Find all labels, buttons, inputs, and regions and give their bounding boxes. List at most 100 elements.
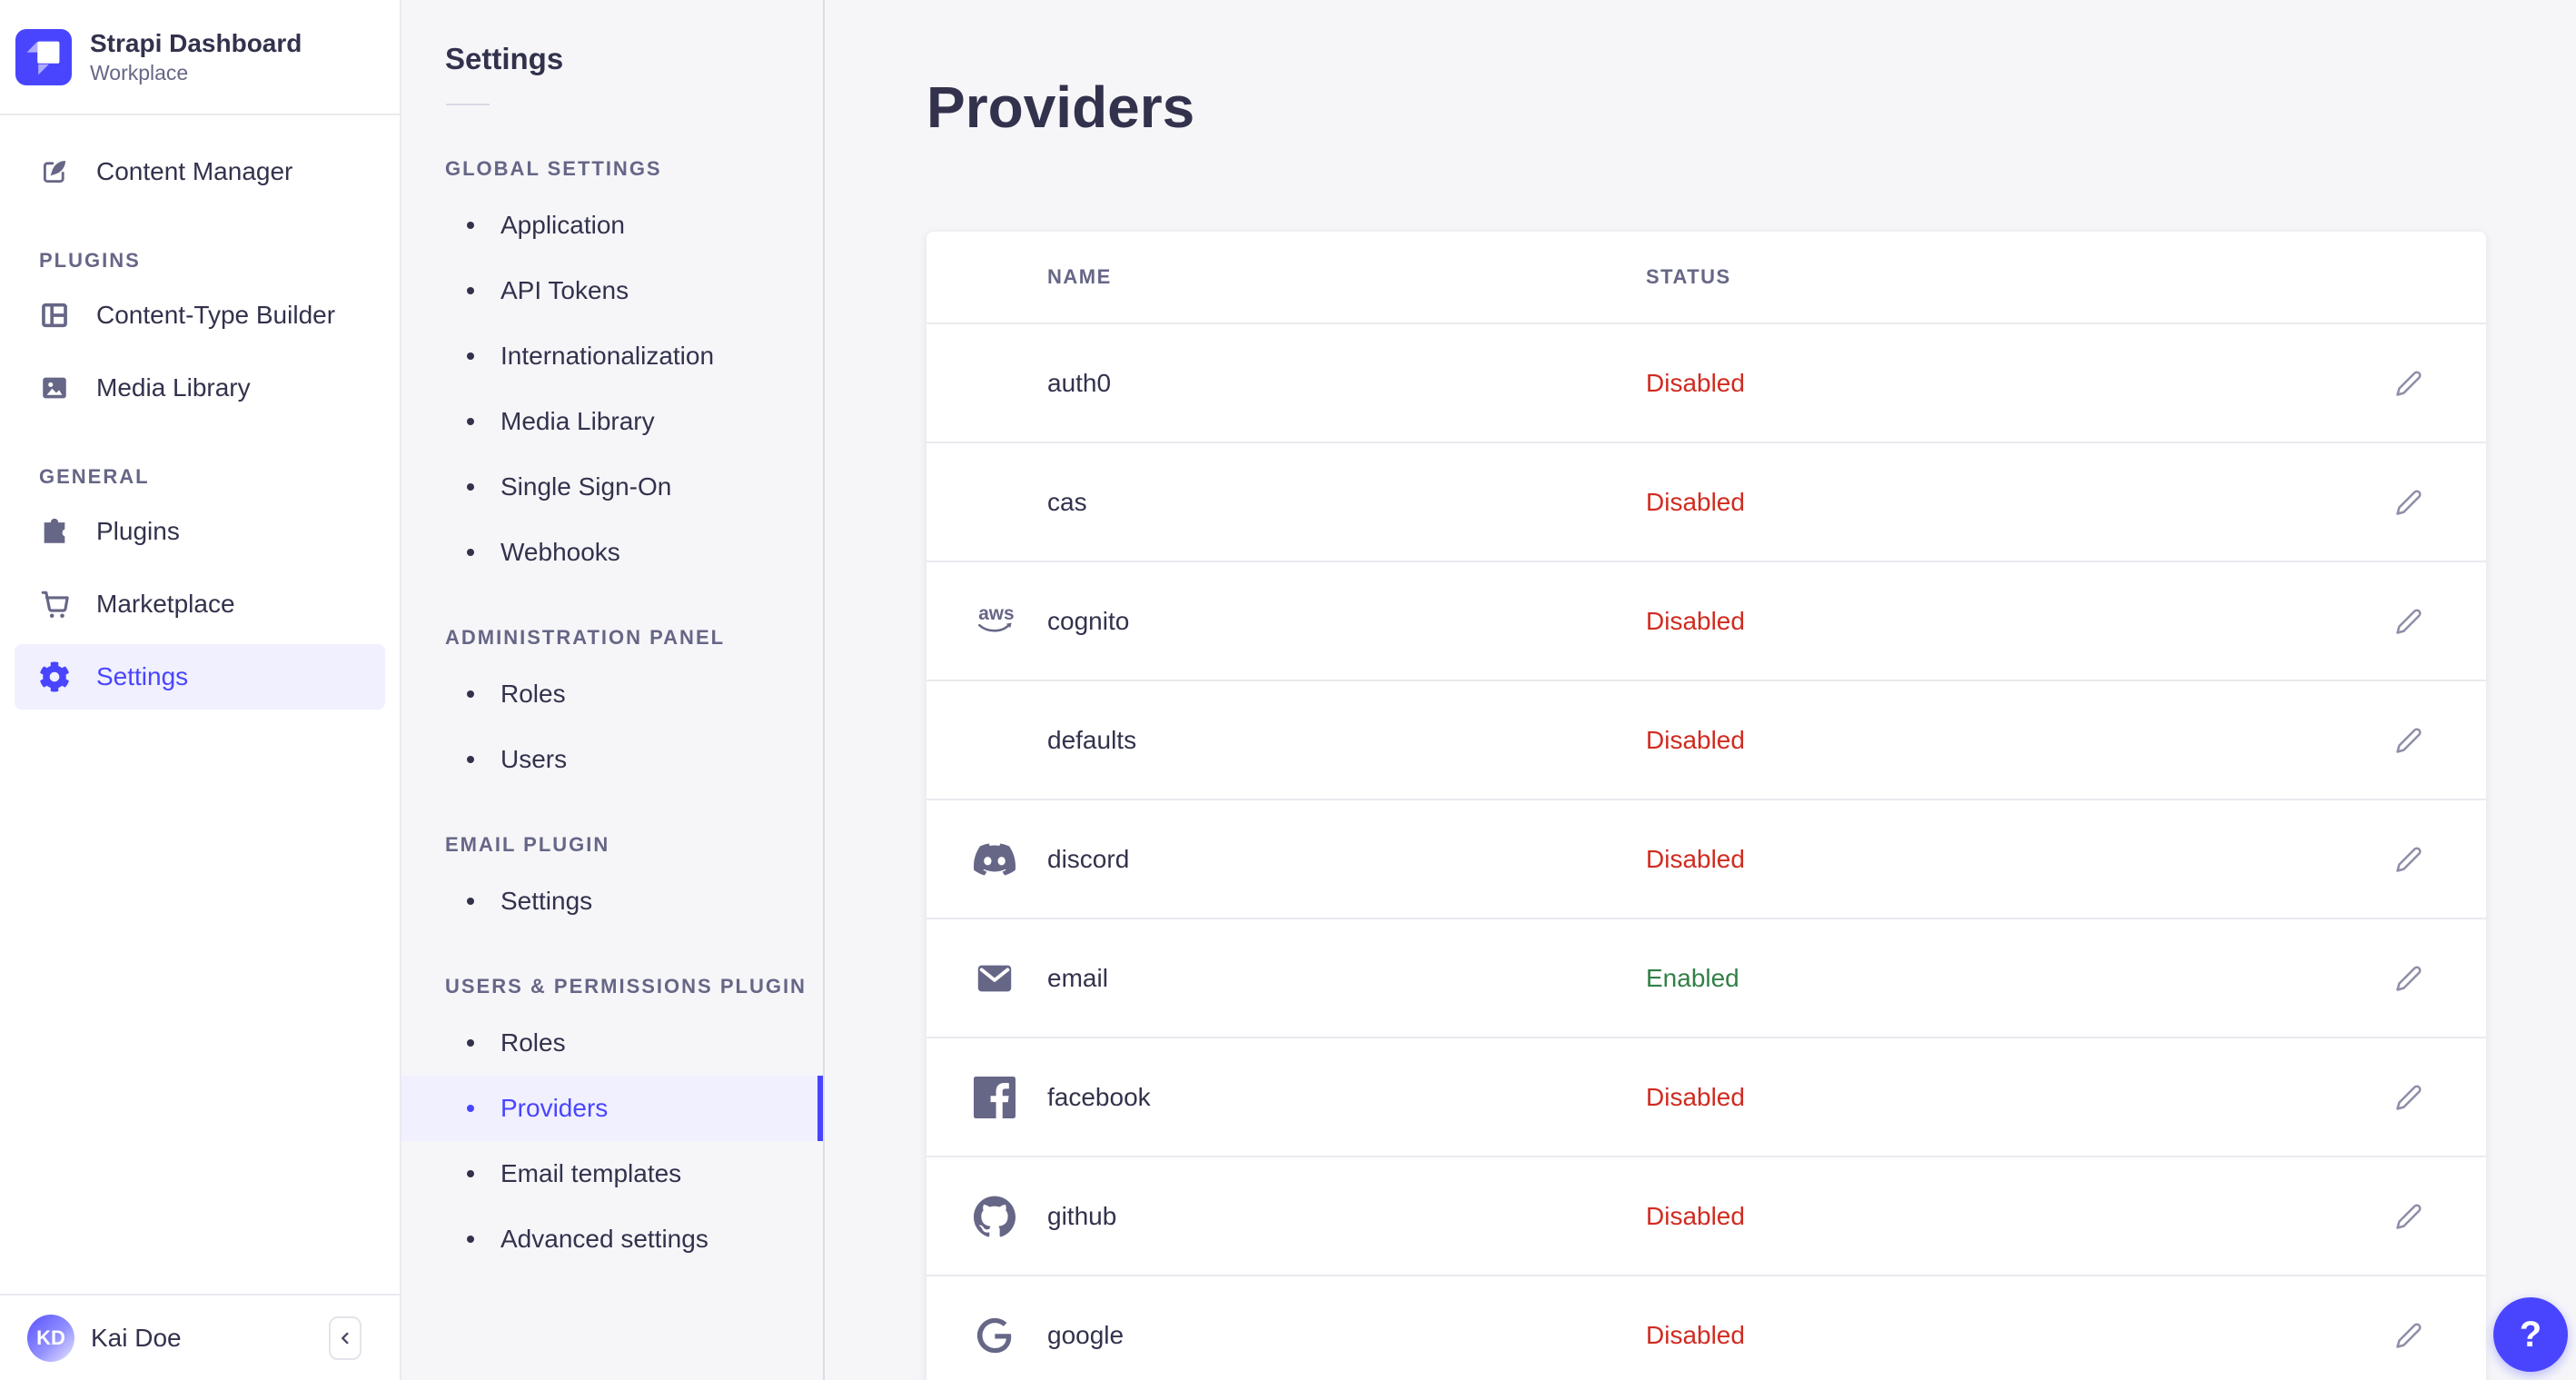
bullet-icon bbox=[467, 898, 474, 905]
provider-status: Disabled bbox=[1646, 725, 1745, 754]
subnav-item-advanced-settings[interactable]: Advanced settings bbox=[401, 1206, 823, 1272]
subnav-item-label: Roles bbox=[500, 1028, 566, 1057]
edit-provider-button[interactable] bbox=[2389, 720, 2429, 760]
provider-status: Disabled bbox=[1646, 1320, 1745, 1349]
provider-name: google bbox=[1047, 1320, 1125, 1349]
settings-subnav: Settings GLOBAL SETTINGS Application API T… bbox=[401, 0, 825, 1380]
provider-name: email bbox=[1047, 963, 1108, 992]
bullet-icon bbox=[467, 690, 474, 698]
subnav-item-label: Advanced settings bbox=[500, 1225, 708, 1253]
subnav-title: Settings bbox=[445, 42, 564, 75]
facebook-icon bbox=[974, 1076, 1016, 1118]
sidebar-item-media-library[interactable]: Media Library bbox=[15, 355, 385, 421]
subnav-item-single-sign-on[interactable]: Single Sign-On bbox=[401, 454, 823, 520]
chevron-left-icon bbox=[335, 1328, 355, 1348]
table-row: discord Disabled bbox=[926, 799, 2486, 918]
bullet-icon bbox=[467, 483, 474, 491]
user-name: Kai Doe bbox=[91, 1323, 182, 1352]
subnav-item-api-tokens[interactable]: API Tokens bbox=[401, 258, 823, 323]
sidebar-item-content-manager[interactable]: Content Manager bbox=[15, 139, 385, 204]
subnav-item-internationalization[interactable]: Internationalization bbox=[401, 323, 823, 389]
provider-status: Disabled bbox=[1646, 1201, 1745, 1230]
subnav-item-label: API Tokens bbox=[500, 276, 629, 304]
avatar[interactable]: KD bbox=[27, 1314, 74, 1362]
pencil-icon bbox=[2395, 846, 2422, 873]
bullet-icon bbox=[467, 549, 474, 556]
subnav-item-label: Media Library bbox=[500, 407, 655, 435]
edit-provider-button[interactable] bbox=[2389, 958, 2429, 998]
main-content: Providers NAME STATUS auth0 Disabled cas Di… bbox=[825, 0, 2576, 1380]
github-icon bbox=[974, 1196, 1016, 1237]
table-row: aws cognito Disabled bbox=[926, 561, 2486, 680]
sidebar-section-label: PLUGINS bbox=[39, 249, 141, 272]
subnav-item-settings[interactable]: Settings bbox=[401, 869, 823, 934]
subnav-item-label: Internationalization bbox=[500, 342, 715, 370]
providers-table: NAME STATUS auth0 Disabled cas Disabled aws c… bbox=[926, 232, 2486, 1380]
sidebar-item-label: Marketplace bbox=[96, 590, 235, 618]
help-button[interactable]: ? bbox=[2493, 1297, 2568, 1372]
provider-status: Disabled bbox=[1646, 844, 1745, 873]
edit-provider-button[interactable] bbox=[2389, 482, 2429, 522]
subnav-section-label: GLOBAL SETTINGS bbox=[445, 157, 662, 180]
subnav-section-administration-panel: ADMINISTRATION PANEL Roles Users bbox=[401, 625, 823, 792]
table-row: defaults Disabled bbox=[926, 680, 2486, 799]
provider-name: cognito bbox=[1047, 606, 1130, 635]
edit-provider-button[interactable] bbox=[2389, 839, 2429, 879]
subnav-item-roles[interactable]: Roles bbox=[401, 1010, 823, 1076]
sidebar-item-label: Settings bbox=[96, 662, 189, 690]
workspace-name: Workplace bbox=[90, 60, 189, 84]
subnav-item-label: Settings bbox=[500, 887, 593, 915]
subnav-section-email-plugin: EMAIL PLUGIN Settings bbox=[401, 832, 823, 934]
google-icon bbox=[974, 1315, 1016, 1356]
table-header-row: NAME STATUS bbox=[926, 232, 2486, 323]
pencil-icon bbox=[2395, 1322, 2422, 1349]
provider-name: cas bbox=[1047, 487, 1087, 516]
sidebar-item-label: Plugins bbox=[96, 517, 180, 545]
subnav-item-label: Providers bbox=[500, 1094, 609, 1122]
table-row: facebook Disabled bbox=[926, 1037, 2486, 1156]
bullet-icon bbox=[467, 1039, 474, 1047]
sidebar-item-settings[interactable]: Settings bbox=[15, 644, 385, 710]
strapi-logo-icon bbox=[15, 28, 72, 85]
sidebar-section-label: GENERAL bbox=[39, 465, 150, 488]
edit-provider-button[interactable] bbox=[2389, 1077, 2429, 1117]
edit-provider-button[interactable] bbox=[2389, 601, 2429, 641]
subnav-item-label: Users bbox=[500, 745, 568, 773]
bullet-icon bbox=[467, 1170, 474, 1177]
subnav-section-users-permissions-plugin: USERS & PERMISSIONS PLUGIN Roles Providers… bbox=[401, 974, 823, 1272]
table-row: google Disabled bbox=[926, 1275, 2486, 1380]
collapse-sidebar-button[interactable] bbox=[329, 1315, 362, 1360]
workspace-brand[interactable]: Strapi Dashboard Workplace bbox=[0, 0, 400, 115]
sidebar-item-plugins[interactable]: Plugins bbox=[15, 499, 385, 564]
envelope-icon bbox=[974, 958, 1016, 999]
edit-provider-button[interactable] bbox=[2389, 1315, 2429, 1355]
edit-provider-button[interactable] bbox=[2389, 363, 2429, 403]
sidebar-item-label: Content-Type Builder bbox=[96, 301, 336, 329]
pencil-icon bbox=[2395, 489, 2422, 516]
sidebar-item-marketplace[interactable]: Marketplace bbox=[15, 571, 385, 637]
subnav-item-users[interactable]: Users bbox=[401, 727, 823, 792]
gear-icon bbox=[38, 660, 71, 693]
subnav-sections: GLOBAL SETTINGS Application API Tokens Inte… bbox=[401, 156, 823, 1272]
subnav-item-providers[interactable]: Providers bbox=[401, 1076, 823, 1141]
discord-icon bbox=[974, 839, 1016, 880]
subnav-section-label: USERS & PERMISSIONS PLUGIN bbox=[445, 975, 807, 998]
subnav-item-application[interactable]: Application bbox=[401, 193, 823, 258]
subnav-item-media-library[interactable]: Media Library bbox=[401, 389, 823, 454]
provider-status: Disabled bbox=[1646, 487, 1745, 516]
bullet-icon bbox=[467, 1105, 474, 1112]
subnav-item-email-templates[interactable]: Email templates bbox=[401, 1141, 823, 1206]
provider-status: Disabled bbox=[1646, 1082, 1745, 1111]
bullet-icon bbox=[467, 287, 474, 294]
sidebar-item-label: Content Manager bbox=[96, 157, 293, 185]
subnav-item-roles[interactable]: Roles bbox=[401, 661, 823, 727]
subnav-item-webhooks[interactable]: Webhooks bbox=[401, 520, 823, 585]
edit-provider-button[interactable] bbox=[2389, 1196, 2429, 1236]
subnav-item-label: Webhooks bbox=[500, 538, 620, 566]
provider-status: Disabled bbox=[1646, 606, 1745, 635]
provider-name: discord bbox=[1047, 844, 1130, 873]
subnav-section-label: ADMINISTRATION PANEL bbox=[445, 626, 726, 649]
bullet-icon bbox=[467, 418, 474, 425]
table-body: auth0 Disabled cas Disabled aws cognito Disabl… bbox=[926, 323, 2486, 1380]
sidebar-item-content-type-builder[interactable]: Content-Type Builder bbox=[15, 283, 385, 348]
